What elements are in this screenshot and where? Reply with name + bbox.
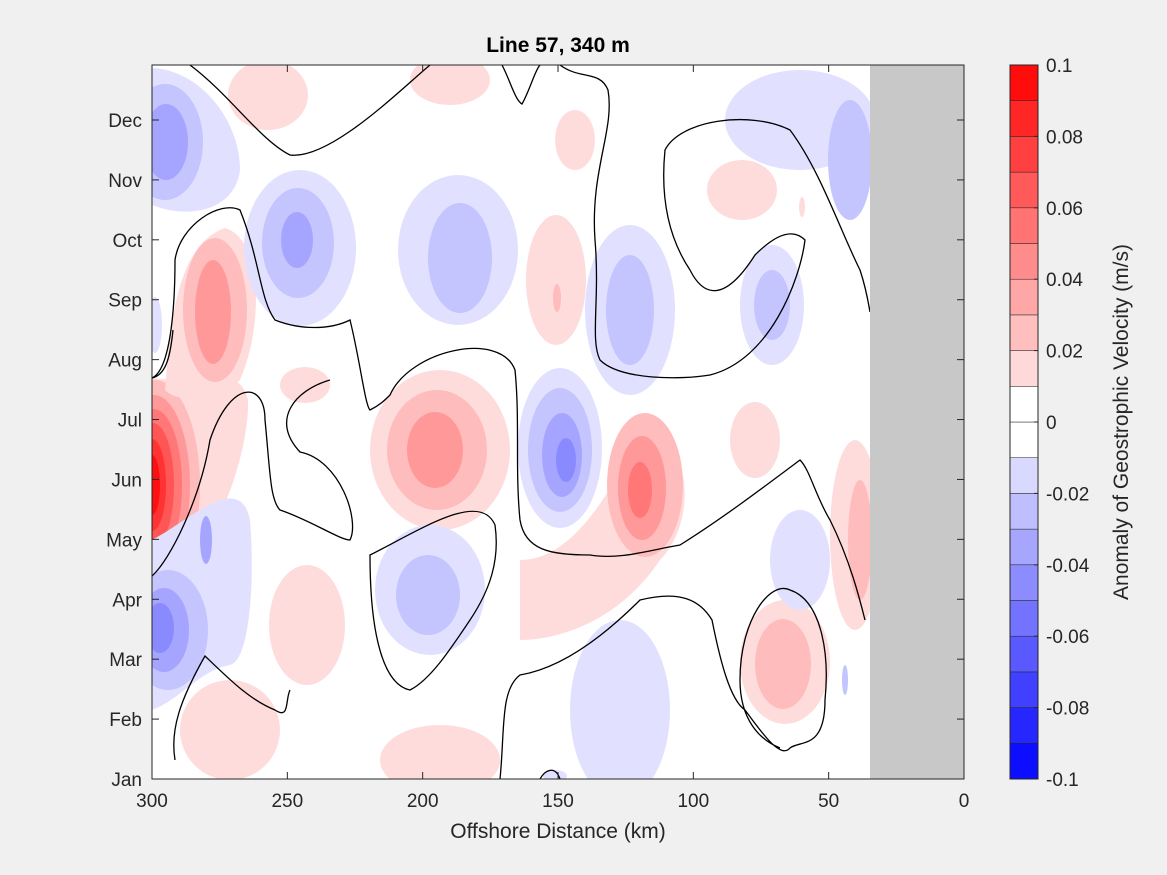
colorbar-tick-label: -0.1 — [1046, 770, 1079, 791]
colorbar-tick-label: 0.1 — [1046, 56, 1072, 77]
colorbar-tick-label: -0.02 — [1046, 484, 1089, 505]
weak-features — [152, 65, 870, 779]
colorbar-tick-label: -0.04 — [1046, 556, 1090, 577]
x-tick-label: 300 — [136, 791, 168, 812]
colorbar-segment — [1009, 314, 1039, 351]
colorbar-segment — [1009, 493, 1039, 530]
feature-negative-300km-apr — [152, 498, 252, 710]
feature-negative-300km-dec — [152, 68, 240, 212]
y-tick-label: Mar — [109, 650, 142, 671]
y-tick-label: Jul — [118, 411, 142, 432]
colorbar-segment — [1009, 136, 1039, 173]
colorbar-segment — [1009, 171, 1039, 209]
colorbar-segment — [1009, 243, 1039, 280]
y-tick-label: Sep — [108, 291, 142, 312]
feature-negative-187km-sep — [398, 175, 518, 325]
feature-positive-195km-jun — [370, 370, 510, 530]
x-tick-label: 250 — [271, 791, 303, 812]
colorbar-segment — [1009, 564, 1039, 601]
x-tick-label: 50 — [818, 791, 839, 812]
no-data-region — [870, 65, 964, 779]
colorbar-segment — [1009, 600, 1039, 637]
y-tick-label: Oct — [112, 231, 142, 252]
y-tick-label: Feb — [109, 710, 142, 731]
x-tick-label: 0 — [959, 791, 970, 812]
y-tick-label: May — [106, 530, 142, 551]
colorbar-segment — [1009, 64, 1039, 101]
colorbar-segment — [1009, 207, 1039, 244]
colorbar-tick-label: 0.02 — [1046, 342, 1083, 363]
colorbar-segment — [1009, 671, 1039, 708]
x-axis-label: Offshore Distance (km) — [450, 820, 666, 843]
contour-field — [152, 65, 870, 779]
feature-positive-68km-mar — [740, 600, 830, 724]
feature-negative-146km-jun — [518, 368, 602, 528]
colorbar-segment — [1009, 278, 1039, 316]
colorbar-tick-label: 0.04 — [1046, 270, 1083, 291]
y-tick-label: Dec — [108, 111, 142, 132]
y-axis: Jan Feb Mar Apr May Jun Jul Aug Sep Oct Nov Dec — [106, 111, 964, 791]
chart-title: Line 57, 340 m — [486, 34, 630, 57]
colorbar-segment — [1009, 635, 1039, 673]
zero-contour-lines — [152, 65, 870, 779]
y-tick-label: Apr — [112, 590, 142, 611]
colorbar-segment — [1009, 421, 1039, 458]
feature-negative-70km-sep — [740, 245, 804, 365]
feature-positive-275km-sep — [165, 228, 256, 399]
y-tick-label: Jun — [111, 470, 142, 491]
colorbar-segment — [1009, 743, 1039, 780]
colorbar-segment — [1009, 528, 1039, 566]
y-tick-label: Aug — [108, 351, 142, 372]
feature-negative-195km-apr — [375, 525, 485, 655]
colorbar-tick-label: -0.08 — [1046, 699, 1089, 720]
colorbar-tick-label: 0.08 — [1046, 127, 1083, 148]
colorbar-tick-label: -0.06 — [1046, 627, 1089, 648]
colorbar-tick-label: 0 — [1046, 413, 1057, 434]
colorbar-segment — [1009, 350, 1039, 387]
colorbar-segment — [1009, 457, 1039, 494]
y-tick-label: Jan — [111, 770, 142, 791]
colorbar-segment — [1009, 707, 1039, 744]
feature-positive-40km-may — [830, 440, 870, 630]
colorbar-segment — [1009, 386, 1039, 423]
x-tick-label: 100 — [677, 791, 709, 812]
feature-positive-157km-sep — [526, 215, 586, 345]
x-tick-label: 200 — [407, 791, 439, 812]
feature-negative-123km-sep — [585, 225, 675, 395]
colorbar-segment — [1009, 100, 1039, 137]
x-axis: 300 250 200 150 100 50 0 — [136, 65, 969, 812]
colorbar: -0.1 -0.08 -0.06 -0.04 -0.02 0 0.02 0.04 0.06 0.0… — [1009, 56, 1090, 791]
x-tick-label: 150 — [542, 791, 574, 812]
colorbar-tick-label: 0.06 — [1046, 199, 1083, 220]
colorbar-label: Anomaly of Geostrophic Velocity (m/s) — [1110, 244, 1133, 600]
y-tick-label: Nov — [108, 171, 142, 192]
feature-positive-120km-jun — [520, 413, 685, 640]
feature-negative-243km-oct — [244, 170, 356, 326]
